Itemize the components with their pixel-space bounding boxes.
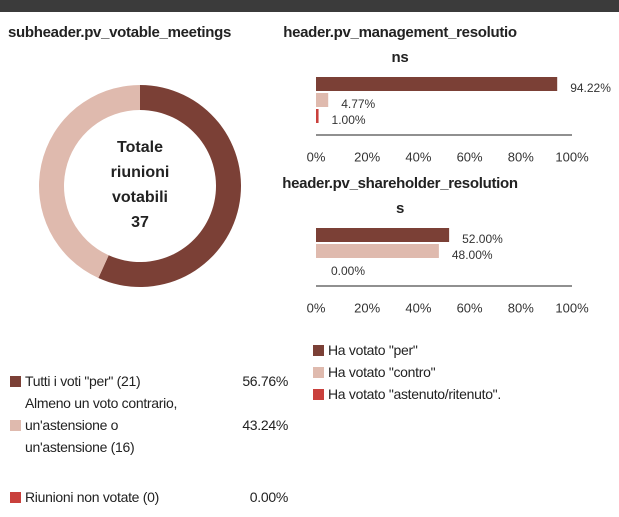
x-tick-label: 0%	[307, 149, 326, 164]
legend-label: Almeno un voto contrario, un'astensione …	[25, 395, 178, 455]
donut-segment	[98, 85, 242, 287]
legend-swatch	[313, 344, 324, 356]
x-tick-label: 40%	[405, 149, 431, 164]
x-tick-label: 60%	[457, 300, 483, 315]
x-tick-label: 80%	[508, 149, 534, 164]
x-tick-label: 80%	[508, 300, 534, 315]
bar-value-label: 1.00%	[332, 113, 366, 127]
chart-title: header.pv_management_resolutions	[283, 24, 517, 66]
x-tick-label: 100%	[555, 149, 589, 164]
bar	[316, 93, 329, 107]
bar-value-label: 52.00%	[462, 232, 503, 246]
x-tick-label: 40%	[405, 300, 431, 315]
legend-label: Ha votato "contro"	[328, 364, 436, 380]
bar	[316, 228, 450, 242]
donut-center: Totale riunioni votabili 37	[90, 135, 190, 235]
legend-swatch	[10, 491, 21, 503]
x-tick-label: 0%	[307, 300, 326, 315]
bar	[316, 244, 439, 258]
legend-label: Riunioni non votate (0)	[25, 489, 159, 505]
legend-value: 0.00%	[249, 489, 289, 505]
bar-value-label: 94.22%	[570, 81, 611, 95]
legend-value: 43.24%	[242, 417, 288, 433]
bar	[316, 109, 319, 123]
legend-swatch	[10, 419, 21, 431]
donut-segment	[39, 85, 140, 279]
x-tick-label: 100%	[555, 300, 589, 315]
legend-label: Ha votato "astenuto/ritenuto".	[328, 386, 501, 402]
legend-row: Ha votato "per"	[313, 339, 418, 361]
x-tick-label: 20%	[354, 300, 380, 315]
legend-row: Tutti i voti "per" (21) 56.76%	[10, 370, 288, 392]
bar	[316, 77, 558, 91]
chart-title: subheader.pv_votable_meetings	[8, 24, 232, 41]
legend-row: Riunioni non votate (0) 0.00%	[10, 486, 288, 508]
legend-swatch	[313, 388, 324, 400]
bar-value-label: 48.00%	[452, 248, 493, 262]
chart-title: header.pv_shareholder_resolutions	[282, 175, 518, 217]
bar-value-label: 4.77%	[341, 97, 375, 111]
legend-swatch	[313, 366, 324, 378]
x-tick-label: 60%	[457, 149, 483, 164]
legend-row: Ha votato "astenuto/ritenuto".	[313, 383, 501, 405]
legend-row: Almeno un voto contrario, un'astensione …	[10, 392, 288, 458]
legend-label: Tutti i voti "per" (21)	[25, 373, 141, 389]
top-bar	[0, 0, 619, 12]
bar-value-label: 0.00%	[331, 264, 365, 278]
legend-row: Ha votato "contro"	[313, 361, 436, 383]
legend-label: Ha votato "per"	[328, 342, 418, 358]
legend-swatch	[10, 375, 21, 387]
center-label: Totale riunioni votabili	[110, 139, 170, 206]
x-tick-label: 20%	[354, 149, 380, 164]
center-total: 37	[131, 214, 149, 231]
legend-value: 56.76%	[242, 373, 288, 389]
